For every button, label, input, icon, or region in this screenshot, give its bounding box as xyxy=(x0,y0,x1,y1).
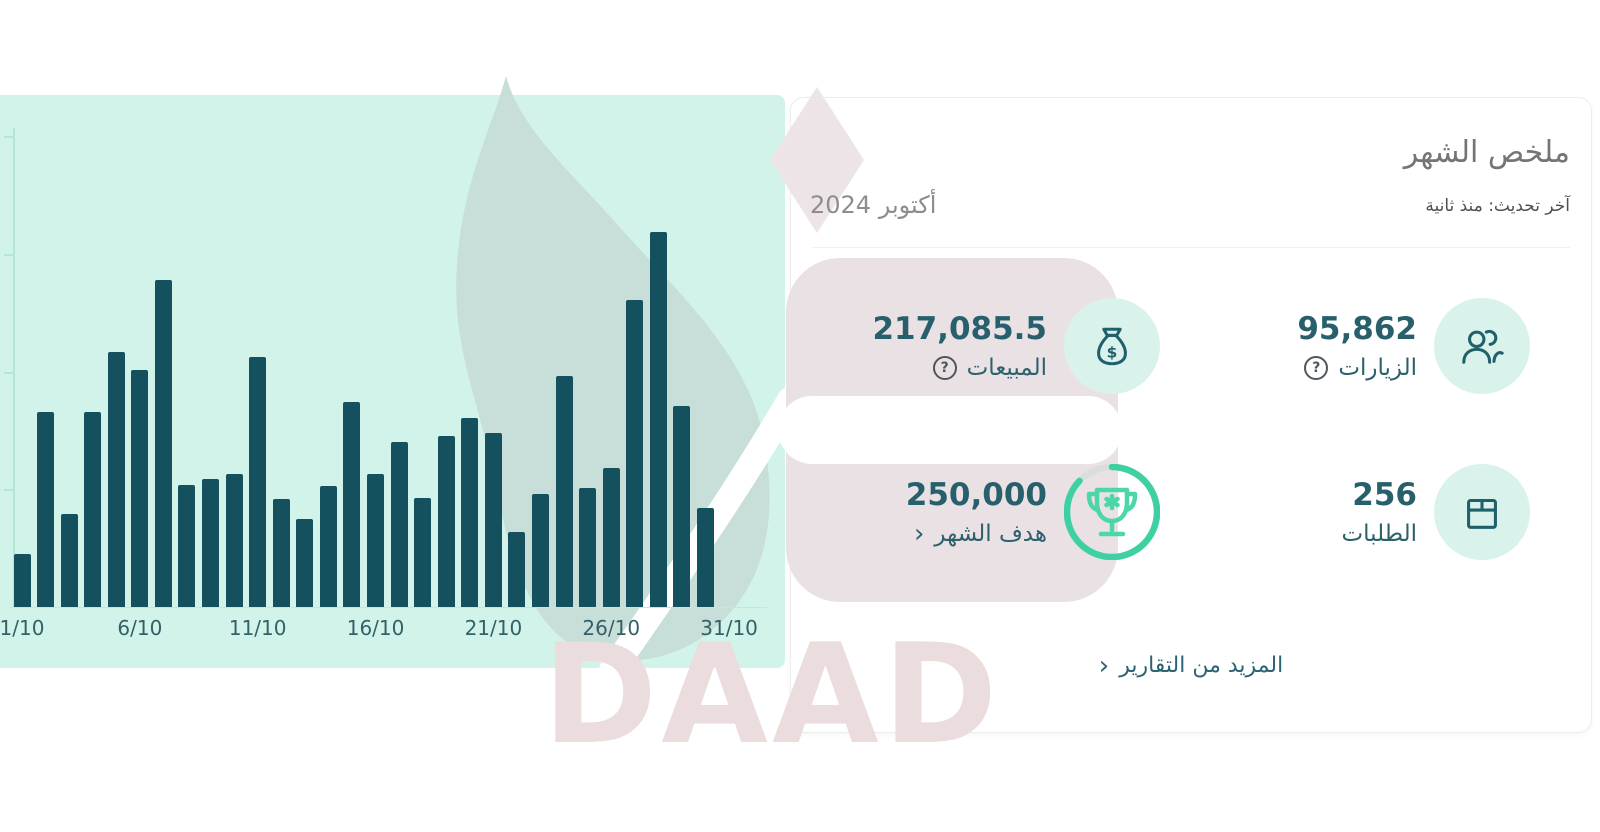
bar-16/10[interactable] xyxy=(367,474,385,607)
bar-23/10[interactable] xyxy=(532,494,550,607)
trophy-icon xyxy=(1064,464,1160,560)
users-icon xyxy=(1434,298,1530,394)
sales-bar-chart xyxy=(0,95,785,668)
bar-10/10[interactable] xyxy=(225,474,243,607)
package-icon xyxy=(1434,464,1530,560)
stat-month-goal: 250,000 هدف الشهر ‹ xyxy=(906,464,1160,560)
y-tick xyxy=(4,489,13,492)
y-tick xyxy=(4,136,13,138)
bar-21/10[interactable] xyxy=(484,433,502,607)
stat-sales: $ 217,085.5 المبيعات ? xyxy=(872,298,1160,394)
chevron-left-icon: ‹ xyxy=(1098,650,1110,681)
bar-22/10[interactable] xyxy=(508,532,526,607)
last-updated-text: آخر تحديث: منذ ثانية xyxy=(1425,196,1570,216)
bar-13/10[interactable] xyxy=(296,519,314,607)
bar-4/10[interactable] xyxy=(84,412,102,607)
bar-29/10[interactable] xyxy=(673,406,691,607)
bar-14/10[interactable] xyxy=(319,486,337,607)
y-tick xyxy=(4,253,13,256)
visits-label: الزيارات xyxy=(1338,355,1417,381)
sales-label: المبيعات xyxy=(966,355,1047,381)
goal-label: هدف الشهر xyxy=(934,521,1047,547)
more-reports-link[interactable]: المزيد من التقارير ‹ xyxy=(1098,650,1284,681)
month-summary-content: ملخص الشهر آخر تحديث: منذ ثانية أكتوبر 2… xyxy=(790,97,1592,733)
svg-text:$: $ xyxy=(1107,344,1118,362)
visits-value: 95,862 xyxy=(1297,311,1417,347)
bar-11/10[interactable] xyxy=(249,357,267,607)
sales-value: 217,085.5 xyxy=(872,311,1047,347)
bar-15/10[interactable] xyxy=(343,402,361,607)
y-tick xyxy=(4,371,13,374)
bar-12/10[interactable] xyxy=(272,499,290,607)
chevron-left-icon: ‹ xyxy=(914,519,925,549)
goal-progress-ring xyxy=(1064,464,1160,560)
x-axis xyxy=(10,607,767,608)
bar-5/10[interactable] xyxy=(107,352,125,607)
bar-30/10[interactable] xyxy=(697,508,715,607)
bar-6/10[interactable] xyxy=(131,370,149,607)
orders-value: 256 xyxy=(1352,477,1417,513)
goal-value: 250,000 xyxy=(905,477,1047,513)
period-label: أكتوبر 2024 xyxy=(810,191,937,219)
orders-label: الطلبات xyxy=(1341,521,1417,547)
bar-27/10[interactable] xyxy=(626,300,644,607)
goal-link[interactable]: هدف الشهر ‹ xyxy=(906,521,1047,547)
bar-17/10[interactable] xyxy=(390,442,408,607)
help-icon[interactable]: ? xyxy=(1304,356,1329,380)
bar-18/10[interactable] xyxy=(414,498,432,607)
y-axis xyxy=(13,128,15,607)
stat-visits: 95,862 الزيارات ? xyxy=(1297,298,1530,394)
bar-7/10[interactable] xyxy=(154,280,172,607)
bar-25/10[interactable] xyxy=(579,488,597,607)
bar-28/10[interactable] xyxy=(649,232,667,607)
bar-1/10[interactable] xyxy=(13,554,31,607)
card-title: ملخص الشهر xyxy=(1403,135,1570,170)
bar-26/10[interactable] xyxy=(602,468,620,607)
bar-9/10[interactable] xyxy=(202,479,220,607)
bar-20/10[interactable] xyxy=(461,418,479,607)
bar-3/10[interactable] xyxy=(60,514,78,607)
bar-19/10[interactable] xyxy=(437,436,455,607)
help-icon[interactable]: ? xyxy=(932,356,957,380)
bar-24/10[interactable] xyxy=(555,376,573,607)
stat-orders: 256 الطلبات xyxy=(1342,464,1530,560)
bar-2/10[interactable] xyxy=(37,412,55,607)
money-bag-icon: $ xyxy=(1064,298,1160,394)
bar-8/10[interactable] xyxy=(178,485,196,607)
header-divider xyxy=(812,247,1570,248)
